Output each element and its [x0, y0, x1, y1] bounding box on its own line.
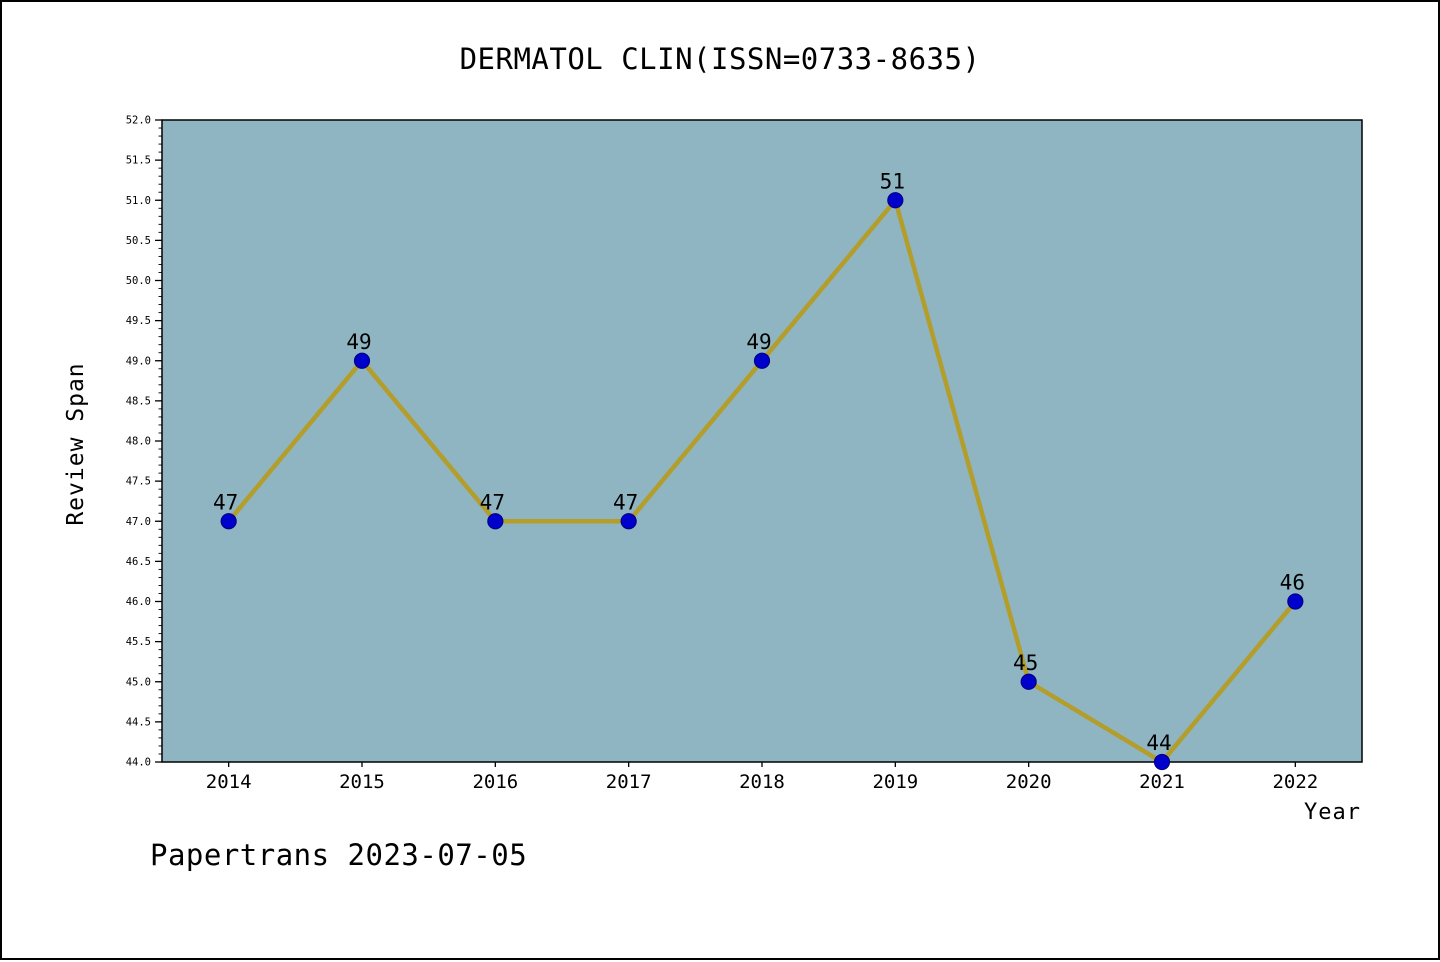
y-tick-label: 50.5 — [126, 235, 151, 247]
data-point — [487, 513, 504, 530]
x-tick-label: 2019 — [872, 771, 918, 793]
data-point-label: 47 — [480, 490, 505, 514]
data-point-label: 44 — [1146, 731, 1171, 755]
x-tick-label: 2014 — [206, 771, 252, 793]
data-point — [753, 352, 771, 369]
chart-title: DERMATOL CLIN(ISSN=0733-8635) — [459, 42, 981, 76]
y-tick-label: 47.5 — [126, 476, 151, 488]
data-point — [353, 352, 371, 369]
y-tick-label: 48.0 — [126, 436, 151, 448]
x-axis-label: Year — [1304, 800, 1361, 825]
data-point-label: 47 — [213, 490, 238, 514]
plot-area — [161, 119, 1363, 763]
y-tick-label: 46.0 — [126, 596, 151, 608]
x-tick-label: 2017 — [606, 771, 652, 793]
y-tick-label: 48.5 — [126, 395, 151, 407]
x-tick-label: 2020 — [1006, 771, 1052, 793]
y-tick-label: 45.0 — [126, 676, 151, 688]
y-tick-label: 50.0 — [126, 275, 151, 287]
data-point — [220, 513, 237, 530]
x-tick-label: 2018 — [739, 771, 785, 793]
y-tick-label: 51.0 — [126, 195, 151, 207]
x-tick-label: 2022 — [1272, 771, 1318, 793]
y-tick-label: 49.0 — [126, 355, 151, 367]
x-tick-label: 2015 — [339, 771, 385, 793]
y-axis-label: Review Span — [63, 362, 89, 526]
watermark: Papertrans 2023-07-05 — [150, 838, 528, 872]
data-point — [620, 513, 637, 530]
data-point-label: 45 — [1013, 651, 1038, 675]
y-tick-label: 44.0 — [126, 757, 151, 769]
data-point — [887, 192, 904, 209]
y-tick-label: 47.0 — [126, 516, 151, 528]
data-point — [1287, 593, 1304, 610]
data-point-label: 49 — [746, 330, 771, 354]
x-tick-label: 2016 — [472, 771, 518, 793]
data-point-label: 47 — [613, 490, 638, 514]
y-tick-label: 49.5 — [126, 315, 151, 327]
y-tick-label: 46.5 — [126, 556, 151, 568]
data-point — [1153, 753, 1171, 771]
data-point — [1020, 673, 1037, 690]
y-tick-label: 44.5 — [126, 716, 151, 728]
y-tick-label: 52.0 — [126, 115, 151, 127]
x-tick-label: 2021 — [1139, 771, 1185, 793]
data-point-label: 49 — [346, 330, 371, 354]
y-tick-label: 45.5 — [126, 636, 151, 648]
y-tick-label: 51.5 — [126, 155, 151, 167]
data-point-label: 46 — [1280, 571, 1305, 595]
data-point-label: 51 — [880, 169, 905, 193]
